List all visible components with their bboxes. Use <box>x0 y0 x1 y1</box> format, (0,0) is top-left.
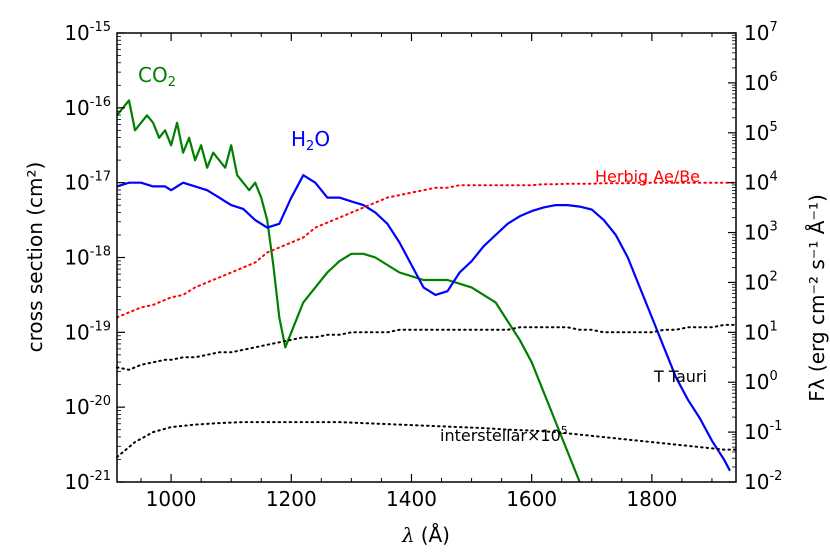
y-right-tick-label: 103 <box>744 220 778 245</box>
series-label-interstellar: interstellar×105 <box>440 424 568 445</box>
y-right-tick-label: 100 <box>744 369 778 394</box>
series-line-4 <box>116 421 737 459</box>
y-right-tick-label: 107 <box>744 20 778 45</box>
series-layer <box>116 99 737 483</box>
y-axis-right: 10-2 10-1 100 101 102 103 104 105 106 107 <box>728 20 782 494</box>
x-axis: 1000 1200 1400 1600 1800 <box>140 33 713 511</box>
y-axis-right-title: Fλ (erg cm⁻² s⁻¹ Å⁻¹) <box>805 194 829 402</box>
y-left-tick-label: 10-16 <box>64 95 111 120</box>
series-labels: CO2 H2O Herbig Ae/Be T Tauri interstella… <box>138 63 707 445</box>
x-tick-label: 1200 <box>266 487 317 511</box>
y-axis-left: 10-21 10-20 10-19 10-18 10-17 10-16 10-15 <box>64 20 125 494</box>
y-right-tick-label: 101 <box>744 319 778 344</box>
y-right-tick-label: 10-2 <box>744 469 782 494</box>
y-right-tick-label: 102 <box>744 269 778 294</box>
x-tick-label: 1600 <box>506 487 557 511</box>
series-line-3 <box>116 323 737 371</box>
x-axis-title: λ (Å) <box>401 523 450 547</box>
y-right-tick-label: 105 <box>744 120 778 145</box>
series-label-herbig: Herbig Ae/Be <box>595 167 700 186</box>
series-label-co2: CO2 <box>138 63 176 90</box>
series-line-2 <box>116 181 737 319</box>
y-left-tick-label: 10-17 <box>64 170 111 195</box>
x-tick-label: 1800 <box>626 487 677 511</box>
x-tick-label: 1400 <box>386 487 437 511</box>
series-line-0 <box>116 99 581 483</box>
series-line-1 <box>116 174 731 472</box>
x-tick-label: 1000 <box>146 487 197 511</box>
y-left-tick-label: 10-15 <box>64 20 111 45</box>
series-label-h2o: H2O <box>291 127 330 154</box>
y-left-tick-label: 10-19 <box>64 319 111 344</box>
y-right-tick-label: 106 <box>744 70 778 95</box>
y-right-tick-label: 10-1 <box>744 419 782 444</box>
y-left-tick-label: 10-18 <box>64 245 111 270</box>
y-left-tick-label: 10-21 <box>64 469 111 494</box>
y-right-tick-label: 104 <box>744 170 778 195</box>
series-label-ttauri: T Tauri <box>653 367 707 386</box>
y-left-tick-label: 10-20 <box>64 394 111 419</box>
y-axis-left-title: cross section (cm²) <box>23 162 47 353</box>
